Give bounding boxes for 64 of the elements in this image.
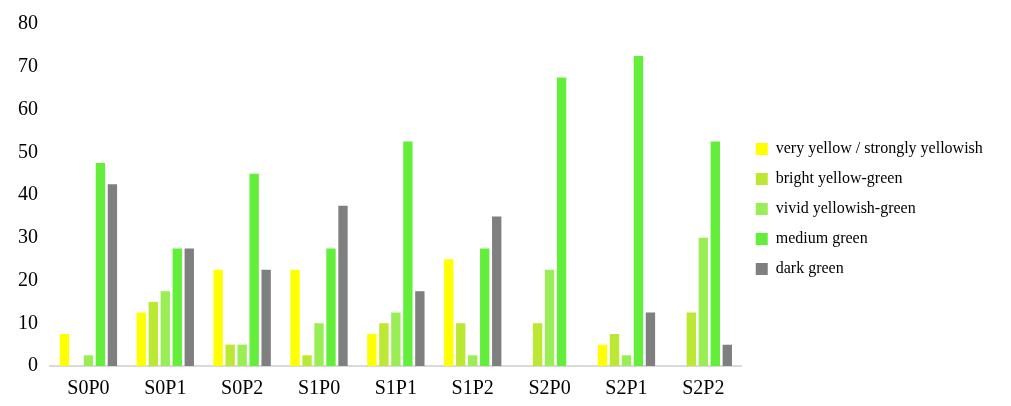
bar	[597, 344, 608, 366]
x-tick-label: S2P0	[528, 376, 571, 399]
x-tick-label: S0P1	[144, 376, 187, 399]
bar	[621, 355, 632, 366]
bar	[59, 333, 70, 366]
bar	[645, 312, 656, 366]
bar	[367, 333, 377, 366]
bar	[314, 323, 324, 366]
legend-label: bright yellow-green	[775, 169, 903, 188]
y-tick-label: 40	[18, 182, 38, 205]
bar	[172, 248, 182, 366]
legend-label: medium green	[775, 229, 868, 248]
y-tick-label: 20	[18, 267, 38, 290]
bar	[480, 248, 490, 366]
bar	[290, 269, 300, 366]
bar	[338, 205, 348, 366]
bar	[136, 312, 146, 366]
bar	[391, 312, 401, 366]
x-tick-label: S0P2	[221, 376, 264, 399]
bar	[532, 323, 543, 366]
bar	[698, 237, 708, 366]
bar	[83, 355, 94, 366]
bar	[326, 248, 336, 366]
bar	[261, 269, 271, 366]
legend-label: vivid yellowish-green	[775, 199, 916, 218]
bar	[492, 216, 502, 366]
bar	[609, 333, 620, 366]
y-tick-label: 50	[18, 139, 38, 162]
bar	[237, 344, 247, 366]
bar	[184, 248, 194, 366]
bar	[544, 269, 555, 366]
bar	[710, 141, 720, 366]
x-tick-label: S1P2	[451, 376, 494, 399]
bar	[225, 344, 235, 366]
y-tick-label: 80	[18, 11, 38, 34]
y-tick-label: 70	[18, 54, 38, 76]
x-tick-label: S2P1	[605, 376, 648, 399]
bar	[556, 77, 567, 366]
bar	[107, 184, 118, 366]
bar	[686, 312, 697, 366]
y-tick-label: 10	[18, 310, 38, 333]
bar	[633, 56, 644, 366]
y-tick-label: 60	[18, 96, 38, 119]
bar	[468, 355, 478, 366]
bar	[213, 269, 223, 366]
legend-label: very yellow / strongly yellowish	[775, 139, 983, 158]
x-tick-label: S1P1	[374, 376, 417, 399]
legend-label: dark green	[775, 259, 844, 278]
bar	[249, 173, 259, 366]
x-tick-label: S2P2	[682, 376, 725, 399]
bar	[95, 162, 106, 366]
bar	[160, 291, 170, 366]
bar	[148, 301, 158, 366]
x-tick-label: S0P0	[67, 376, 110, 399]
bar	[722, 344, 732, 366]
bar	[415, 291, 425, 366]
x-tick-label: S1P0	[297, 376, 341, 399]
y-tick-label: 30	[18, 225, 38, 247]
bar	[379, 323, 389, 366]
bar	[302, 355, 312, 366]
y-tick-label: 0	[28, 353, 38, 376]
bar	[456, 323, 466, 366]
bar	[403, 141, 413, 366]
bar	[444, 259, 454, 366]
